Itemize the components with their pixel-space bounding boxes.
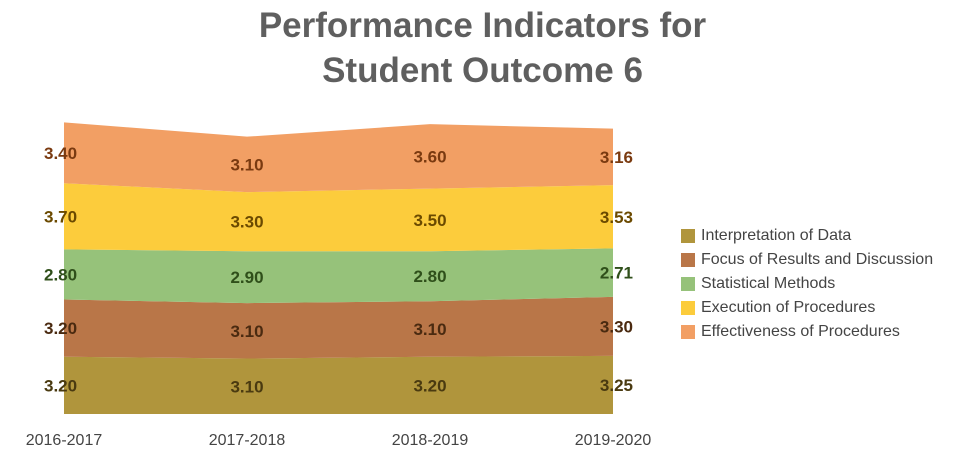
legend: Interpretation of Data Focus of Results a… <box>681 224 933 344</box>
legend-label: Statistical Methods <box>701 275 836 292</box>
legend-item: Focus of Results and Discussion <box>681 248 933 272</box>
data-label-4-1: 3.10 <box>230 155 263 174</box>
legend-item: Execution of Procedures <box>681 296 933 320</box>
area-series-4 <box>64 122 613 193</box>
legend-swatch <box>681 229 695 243</box>
data-label-1-1: 3.10 <box>230 322 263 341</box>
x-tick-label: 2019-2020 <box>575 432 652 449</box>
data-label-0-3: 3.25 <box>600 376 633 395</box>
data-label-2-2: 2.80 <box>413 267 446 286</box>
legend-label: Interpretation of Data <box>701 227 852 244</box>
area-series-3 <box>64 183 613 252</box>
legend-item: Interpretation of Data <box>681 224 933 248</box>
data-label-4-0: 3.40 <box>44 144 77 163</box>
data-label-0-0: 3.20 <box>44 376 77 395</box>
data-label-4-2: 3.60 <box>413 147 446 166</box>
chart-title-line-2: Student Outcome 6 <box>322 51 643 90</box>
data-label-2-3: 2.71 <box>600 264 633 283</box>
data-label-3-1: 3.30 <box>230 213 263 232</box>
legend-label: Effectiveness of Procedures <box>701 323 900 340</box>
data-label-3-2: 3.50 <box>413 211 446 230</box>
data-label-2-0: 2.80 <box>44 265 77 284</box>
data-label-1-0: 3.20 <box>44 319 77 338</box>
area-series-2 <box>64 248 613 304</box>
x-tick-label: 2017-2018 <box>209 432 286 449</box>
data-label-3-3: 3.53 <box>600 208 633 227</box>
data-label-2-1: 2.90 <box>230 268 263 287</box>
data-label-0-1: 3.10 <box>230 377 263 396</box>
chart-title-line-1: Performance Indicators for <box>258 6 707 45</box>
legend-item: Statistical Methods <box>681 272 933 296</box>
legend-swatch <box>681 253 695 267</box>
legend-label: Execution of Procedures <box>701 299 876 316</box>
area-series-1 <box>64 296 613 359</box>
area-series-0 <box>64 355 613 414</box>
data-label-3-0: 3.70 <box>44 207 77 226</box>
data-label-0-2: 3.20 <box>413 376 446 395</box>
x-tick-label: 2018-2019 <box>392 432 469 449</box>
data-label-1-2: 3.10 <box>413 320 446 339</box>
legend-swatch <box>681 277 695 291</box>
legend-swatch <box>681 325 695 339</box>
x-tick-label: 2016-2017 <box>26 432 103 449</box>
legend-label: Focus of Results and Discussion <box>701 251 934 268</box>
data-label-1-3: 3.30 <box>600 317 633 336</box>
legend-item: Effectiveness of Procedures <box>681 320 933 344</box>
data-label-4-3: 3.16 <box>600 148 633 167</box>
legend-swatch <box>681 301 695 315</box>
